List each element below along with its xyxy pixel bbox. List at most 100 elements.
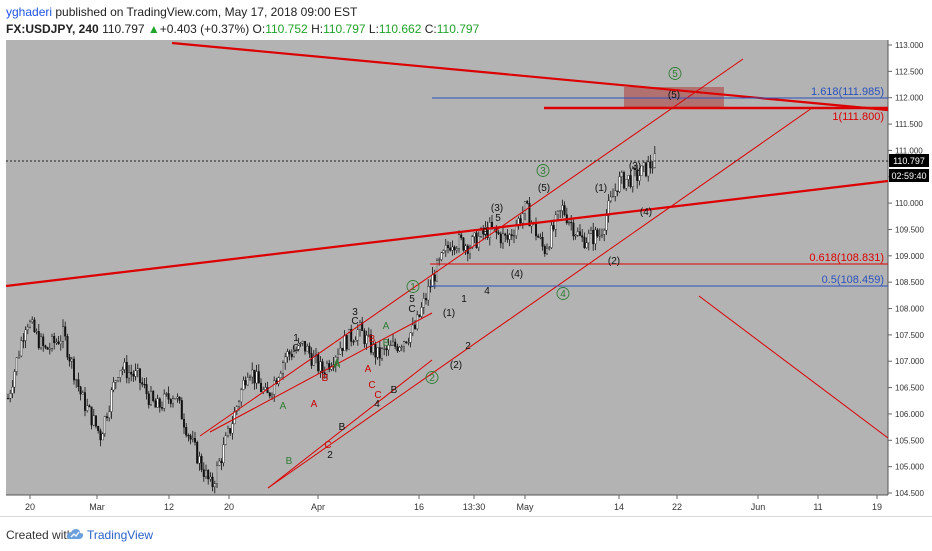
candle-body — [193, 438, 196, 443]
falling-long-trendline[interactable] — [171, 41, 889, 112]
channel-lower-line[interactable] — [267, 107, 813, 489]
candle-body — [40, 336, 43, 349]
candle-body — [268, 392, 271, 397]
candle-body — [354, 340, 357, 342]
candle-body — [246, 377, 249, 386]
candle-body — [543, 246, 546, 255]
candle-body — [519, 218, 522, 224]
candle-body — [121, 369, 124, 372]
candle-body — [609, 196, 612, 202]
wave-label: A — [334, 358, 341, 369]
candle-body — [282, 362, 285, 374]
candle-body — [51, 336, 54, 349]
candle-body — [559, 210, 562, 212]
candle-body — [62, 326, 65, 342]
candle-body — [352, 341, 355, 343]
wave-label: 3 — [482, 227, 488, 238]
candle-body — [48, 347, 51, 350]
candle-body — [649, 161, 652, 168]
candle-body — [147, 393, 150, 406]
candle-body — [123, 362, 126, 370]
x-tick-label: 20 — [224, 502, 234, 512]
candle-body — [400, 346, 403, 348]
created-with-text: Created with — [6, 528, 74, 542]
time-axis[interactable] — [6, 495, 932, 515]
candle-body — [68, 356, 71, 362]
price-chart[interactable]: 104.500 105.000 105.500 106.000 106.500 107.0… — [0, 38, 932, 516]
candle-body — [574, 235, 577, 237]
candlestick-series — [6, 145, 656, 494]
projection-line[interactable] — [698, 295, 889, 439]
wave-label: 1 — [410, 282, 416, 293]
high-label: H: — [311, 22, 324, 36]
candle-body — [411, 324, 414, 334]
candle-body — [579, 231, 582, 236]
candle-body — [105, 416, 108, 419]
candle-body — [453, 246, 456, 251]
candle-body — [295, 349, 298, 352]
wave-label: B — [339, 422, 346, 433]
fib-label-1618: 1.618(111.985) — [811, 86, 884, 98]
candle-body — [521, 213, 524, 224]
candle-body — [218, 460, 221, 466]
rising-long-trendline[interactable] — [5, 179, 889, 288]
candle-body — [33, 319, 36, 332]
candle-body — [605, 215, 608, 231]
candle-body — [167, 393, 170, 400]
candle-body — [189, 435, 192, 440]
candle-body — [510, 234, 513, 237]
candle-body — [9, 393, 12, 399]
wave-label: 2 — [429, 373, 435, 384]
candle-body — [59, 341, 62, 345]
candle-body — [114, 380, 117, 383]
channel-upper-line[interactable] — [199, 58, 744, 437]
last-price-badge-label: 110.797 — [893, 156, 925, 166]
x-tick-label: Jun — [751, 502, 766, 512]
wave-label: B — [383, 338, 390, 349]
candle-body — [422, 298, 425, 308]
candle-body — [138, 368, 141, 383]
candle-body — [312, 355, 315, 366]
wave-label: 2 — [465, 341, 471, 352]
candle-body — [557, 210, 560, 216]
tradingview-cloud-icon[interactable] — [66, 526, 84, 542]
price-axis[interactable] — [888, 40, 932, 495]
candle-body — [156, 398, 159, 408]
low-value: 110.662 — [378, 22, 422, 36]
sub-channel-lower-line[interactable] — [267, 359, 433, 489]
candle-body — [508, 234, 511, 240]
wave-label: C — [368, 380, 375, 391]
candle-body — [125, 362, 128, 379]
candle-body — [94, 415, 97, 427]
candle-body — [176, 396, 179, 399]
candle-body — [127, 372, 130, 379]
y-tick-label: 112.000 — [895, 94, 924, 103]
countdown-badge-label: 02:59:40 — [891, 171, 926, 181]
candle-body — [359, 322, 362, 330]
candle-body — [396, 346, 399, 352]
candle-body — [378, 347, 381, 359]
candle-body — [592, 229, 595, 245]
wave-circle — [668, 67, 682, 80]
candle-body — [392, 341, 395, 346]
candle-body — [136, 368, 139, 371]
wave-label: C — [351, 316, 358, 327]
candle-body — [623, 172, 626, 189]
candle-body — [618, 176, 621, 192]
candle-body — [224, 435, 227, 445]
candle-body — [541, 237, 544, 247]
candle-body — [499, 233, 502, 244]
open-value: 110.752 — [265, 22, 308, 36]
candle-body — [458, 234, 461, 249]
candle-body — [469, 247, 472, 254]
candle-body — [552, 225, 555, 230]
candle-body — [88, 405, 91, 408]
publisher-user-link[interactable]: yghaderi — [6, 5, 53, 19]
y-tick-label: 108.500 — [895, 278, 924, 287]
tradingview-brand[interactable]: TradingView — [87, 528, 154, 542]
candle-body — [244, 380, 247, 386]
candle-body — [279, 373, 282, 378]
candle-body — [301, 341, 304, 344]
candle-body — [235, 406, 238, 412]
sub-channel-upper-line[interactable] — [209, 312, 433, 433]
